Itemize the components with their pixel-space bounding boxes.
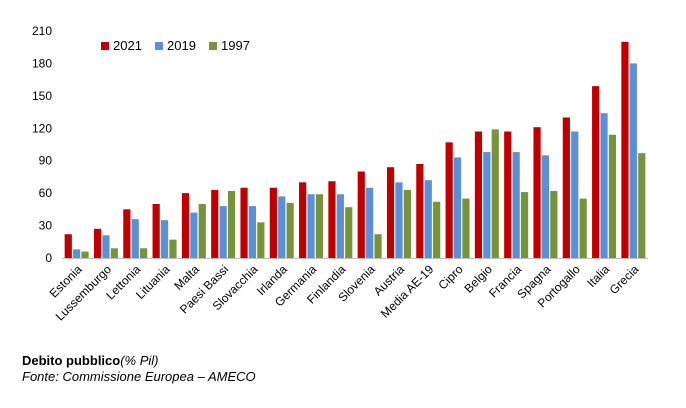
bar-1997 <box>374 234 382 258</box>
bar-1997 <box>579 198 587 258</box>
bar-2021 <box>416 163 424 258</box>
bar-2021 <box>592 86 600 258</box>
bar-1997 <box>608 134 617 258</box>
bar-2021 <box>445 142 453 258</box>
caption-source: Fonte: Commissione Europea – AMECO <box>22 369 256 384</box>
bar-1997 <box>520 192 529 258</box>
y-tick-label: 90 <box>39 154 53 168</box>
bar-1997 <box>491 129 499 258</box>
bar-2019 <box>366 187 374 258</box>
legend-swatch-2021 <box>101 42 109 50</box>
bar-1997 <box>462 198 470 258</box>
bar-2019 <box>512 152 520 258</box>
bar-2019 <box>131 219 139 258</box>
legend-swatch-2019 <box>155 42 163 50</box>
y-tick-label: 0 <box>45 251 52 265</box>
bar-1997 <box>286 202 294 258</box>
bar-2019 <box>190 212 198 258</box>
legend-label-2021: 2021 <box>113 38 142 53</box>
bar-1997 <box>227 190 236 258</box>
chart-bars <box>64 41 646 259</box>
chart-axes: 0 30 60 90 120 150 180 210 <box>32 24 648 265</box>
y-tick-label: 60 <box>39 186 53 200</box>
bar-2019 <box>160 220 169 258</box>
bar-2021 <box>357 171 365 258</box>
chart-category-labels: EstoniaLussemburgoLettoniaLituaniaMaltaP… <box>47 262 642 324</box>
x-category-label: Cipro <box>435 262 465 292</box>
bar-1997 <box>198 203 206 258</box>
bar-2021 <box>240 187 248 258</box>
bar-2019 <box>600 113 608 259</box>
bar-2019 <box>336 194 344 258</box>
bar-2021 <box>152 203 160 258</box>
y-tick-label: 180 <box>32 56 52 70</box>
bar-1997 <box>403 189 411 258</box>
bar-2021 <box>64 234 72 258</box>
bar-2021 <box>299 182 307 258</box>
bar-2021 <box>621 41 629 258</box>
bar-2019 <box>483 152 491 258</box>
bar-1997 <box>81 251 89 258</box>
bar-1997 <box>345 207 353 258</box>
bar-1997 <box>638 153 646 258</box>
bar-1997 <box>110 248 118 258</box>
bar-1997 <box>315 194 324 258</box>
bar-2019 <box>395 182 403 258</box>
bar-2019 <box>629 63 637 258</box>
bar-2021 <box>328 181 336 258</box>
bar-2021 <box>533 127 541 258</box>
caption-title: Debito pubblico <box>22 353 121 368</box>
chart-caption: Debito pubblico(% Pil) Fonte: Commission… <box>22 353 256 385</box>
bar-2021 <box>181 193 190 258</box>
bar-2019 <box>541 155 550 258</box>
bar-1997 <box>257 222 265 258</box>
bar-2021 <box>474 131 483 258</box>
y-tick-label: 210 <box>32 24 52 38</box>
bar-1997 <box>169 239 177 258</box>
bar-2021 <box>93 228 102 258</box>
bar-2021 <box>562 117 570 258</box>
bar-1997 <box>550 190 558 258</box>
bar-2019 <box>219 206 227 258</box>
chart-legend: 2021 2019 1997 <box>101 38 250 53</box>
bar-1997 <box>140 248 148 258</box>
bar-2019 <box>248 206 257 258</box>
bar-2021 <box>211 189 219 258</box>
legend-swatch-1997 <box>209 42 217 50</box>
bar-2019 <box>571 131 579 258</box>
y-tick-label: 150 <box>32 89 52 103</box>
bar-2021 <box>504 131 512 258</box>
bar-2019 <box>73 249 81 258</box>
y-tick-label: 30 <box>39 219 53 233</box>
bar-2019 <box>424 180 432 258</box>
bar-2021 <box>123 209 131 258</box>
x-category-label: Grecia <box>607 262 642 297</box>
bar-2019 <box>307 194 315 258</box>
bar-2019 <box>453 157 462 258</box>
legend-label-1997: 1997 <box>221 38 250 53</box>
bar-2021 <box>269 187 277 258</box>
bar-2021 <box>386 167 395 258</box>
bar-2019 <box>102 235 110 258</box>
y-tick-label: 120 <box>32 121 52 135</box>
caption-unit: (% Pil) <box>120 353 159 368</box>
legend-label-2019: 2019 <box>167 38 196 53</box>
bar-1997 <box>433 201 441 258</box>
bar-2019 <box>278 196 286 258</box>
